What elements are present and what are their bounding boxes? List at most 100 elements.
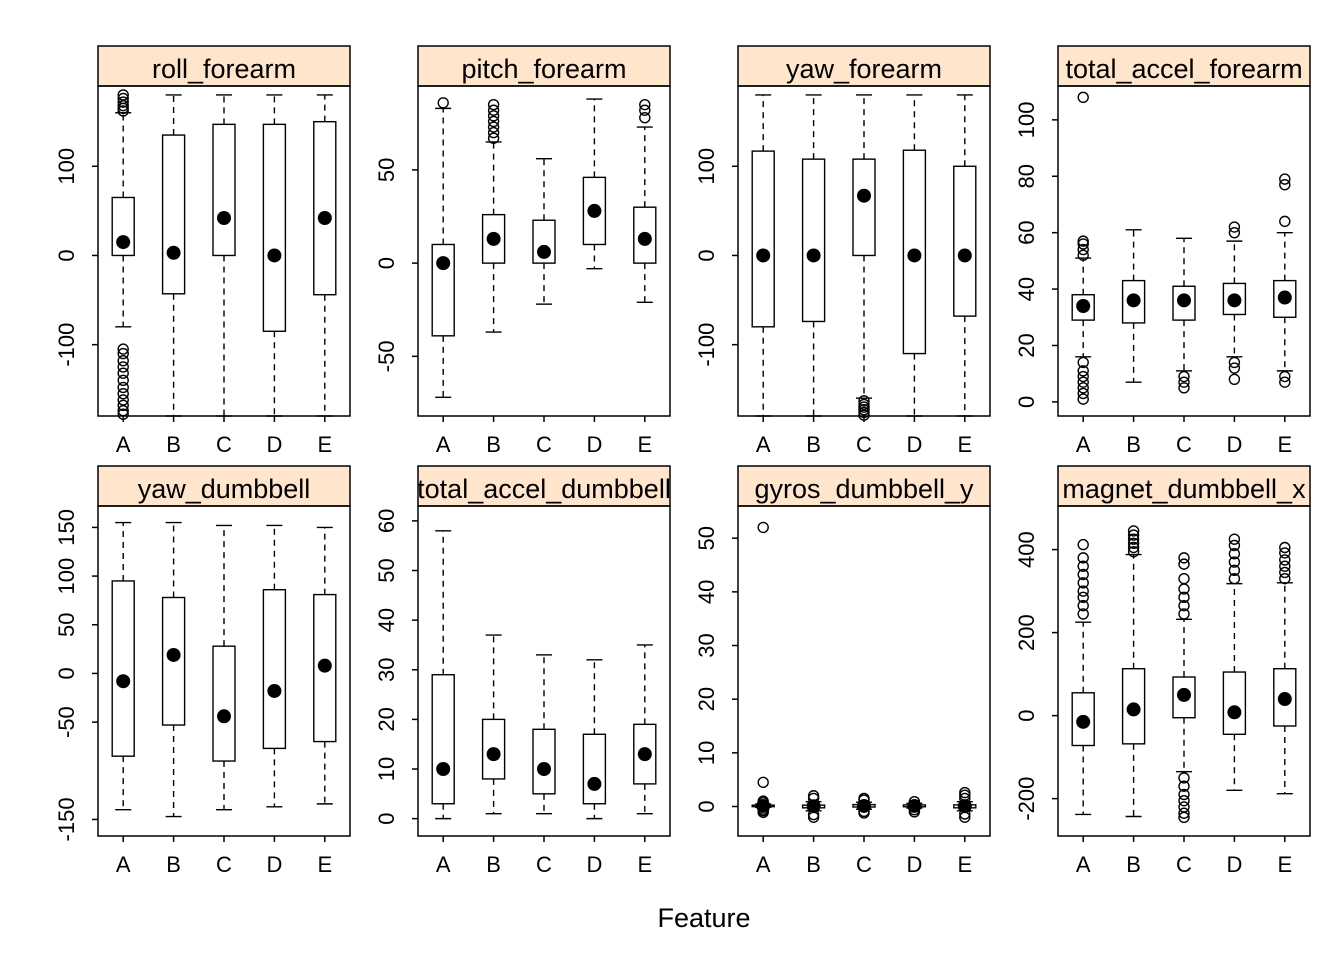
outlier-point xyxy=(1228,572,1241,585)
x-tick-label: A xyxy=(756,852,771,877)
outlier-point xyxy=(117,361,129,373)
outlier-point xyxy=(757,521,769,534)
outlier-point xyxy=(1077,365,1089,377)
y-tick-label: 50 xyxy=(54,613,79,637)
median-point xyxy=(1277,290,1292,305)
outlier-point xyxy=(1279,376,1291,388)
outlier-point xyxy=(1228,533,1241,545)
x-tick-label: A xyxy=(116,432,131,457)
y-tick-label: 50 xyxy=(374,158,399,182)
median-point xyxy=(857,188,871,203)
box-C xyxy=(532,158,556,305)
outlier-point xyxy=(1127,541,1140,554)
panel-title: total_accel_dumbbell xyxy=(417,474,671,504)
outlier-point xyxy=(1178,591,1190,604)
box-E xyxy=(313,526,337,805)
outlier-point xyxy=(487,110,500,122)
y-tick-label: 10 xyxy=(694,741,719,765)
outlier-point xyxy=(639,111,651,124)
median-point xyxy=(317,658,332,673)
outlier-point xyxy=(858,409,870,421)
iqr-box xyxy=(262,123,287,332)
y-tick-label: 50 xyxy=(374,558,399,582)
outlier-point xyxy=(1228,548,1241,560)
x-tick-label: D xyxy=(266,432,282,457)
y-tick-label: 80 xyxy=(1014,164,1039,188)
outlier-point xyxy=(1077,552,1089,564)
box-B xyxy=(1121,525,1146,818)
median-point xyxy=(587,776,602,791)
x-tick-label: E xyxy=(957,852,972,877)
box-A xyxy=(431,97,455,399)
outlier-point xyxy=(757,776,769,789)
box-A xyxy=(751,94,775,417)
median-point xyxy=(587,203,602,218)
outlier-point xyxy=(1178,599,1190,612)
y-tick-label: 50 xyxy=(694,526,719,550)
outlier-point xyxy=(1279,541,1291,554)
median-point xyxy=(1076,714,1091,729)
median-point xyxy=(1126,293,1141,308)
x-tick-label: D xyxy=(906,432,922,457)
box-B xyxy=(1121,229,1146,383)
outlier-point xyxy=(1228,564,1241,577)
median-point xyxy=(907,248,922,263)
y-tick-label: -100 xyxy=(694,323,719,367)
median-point xyxy=(637,747,652,762)
box-B xyxy=(481,98,506,333)
iqr-box xyxy=(212,123,236,257)
outlier-point xyxy=(1279,215,1291,228)
box-B xyxy=(161,94,186,417)
box-A xyxy=(431,530,455,820)
x-tick-label: B xyxy=(806,432,821,457)
outlier-point xyxy=(117,89,129,101)
panel-magnet_dumbbell_x: magnet_dumbbell_x -200 0 200 400 A B C D E xyxy=(1014,465,1311,877)
iqr-box xyxy=(852,158,876,257)
y-tick-label: 0 xyxy=(374,813,399,825)
panel-strip xyxy=(97,45,351,87)
outlier-point xyxy=(639,98,651,111)
x-tick-label: B xyxy=(166,852,181,877)
median-point xyxy=(957,248,972,263)
y-tick-label: 0 xyxy=(694,249,719,261)
outlier-point xyxy=(1279,566,1291,579)
outlier-point xyxy=(1077,599,1089,612)
x-tick-label: D xyxy=(1226,432,1242,457)
outlier-point xyxy=(1077,560,1089,572)
box-B xyxy=(161,521,186,818)
median-point xyxy=(756,248,771,263)
outlier-point xyxy=(858,792,870,805)
median-point xyxy=(1076,299,1091,313)
outlier-point xyxy=(487,98,500,111)
box-C xyxy=(1172,237,1196,394)
y-tick-label: 100 xyxy=(54,558,79,595)
x-tick-label: D xyxy=(266,852,282,877)
x-tick-label: C xyxy=(1176,432,1192,457)
outlier-point xyxy=(117,404,129,417)
outlier-point xyxy=(1178,780,1190,792)
x-tick-label: E xyxy=(1277,432,1292,457)
y-tick-label: 100 xyxy=(1014,101,1039,138)
panel-strip xyxy=(1057,45,1311,87)
outlier-point xyxy=(1077,249,1089,261)
median-point xyxy=(267,248,282,263)
panel-yaw_forearm: yaw_forearm -100 0 100 A B C D E xyxy=(694,45,991,457)
box-A xyxy=(111,89,135,420)
x-tick-label: D xyxy=(906,852,922,877)
box-C xyxy=(532,654,556,815)
x-tick-label: A xyxy=(436,852,451,877)
outlier-point xyxy=(1077,235,1089,247)
panel-pitch_forearm: pitch_forearm -50 0 50 A B C D E xyxy=(374,45,671,457)
outlier-point xyxy=(1077,393,1089,405)
box-D xyxy=(582,98,607,270)
box-B xyxy=(481,634,506,815)
box-E xyxy=(953,94,977,417)
outlier-point xyxy=(117,92,129,105)
box-D xyxy=(1222,533,1247,792)
outlier-point xyxy=(1279,560,1291,572)
outlier-point xyxy=(1178,376,1190,388)
outlier-point xyxy=(1228,556,1241,568)
panel-roll_forearm: roll_forearm -100 0 100 A B C D E xyxy=(54,45,351,457)
iqr-box xyxy=(751,150,775,328)
y-tick-label: 100 xyxy=(694,148,719,185)
